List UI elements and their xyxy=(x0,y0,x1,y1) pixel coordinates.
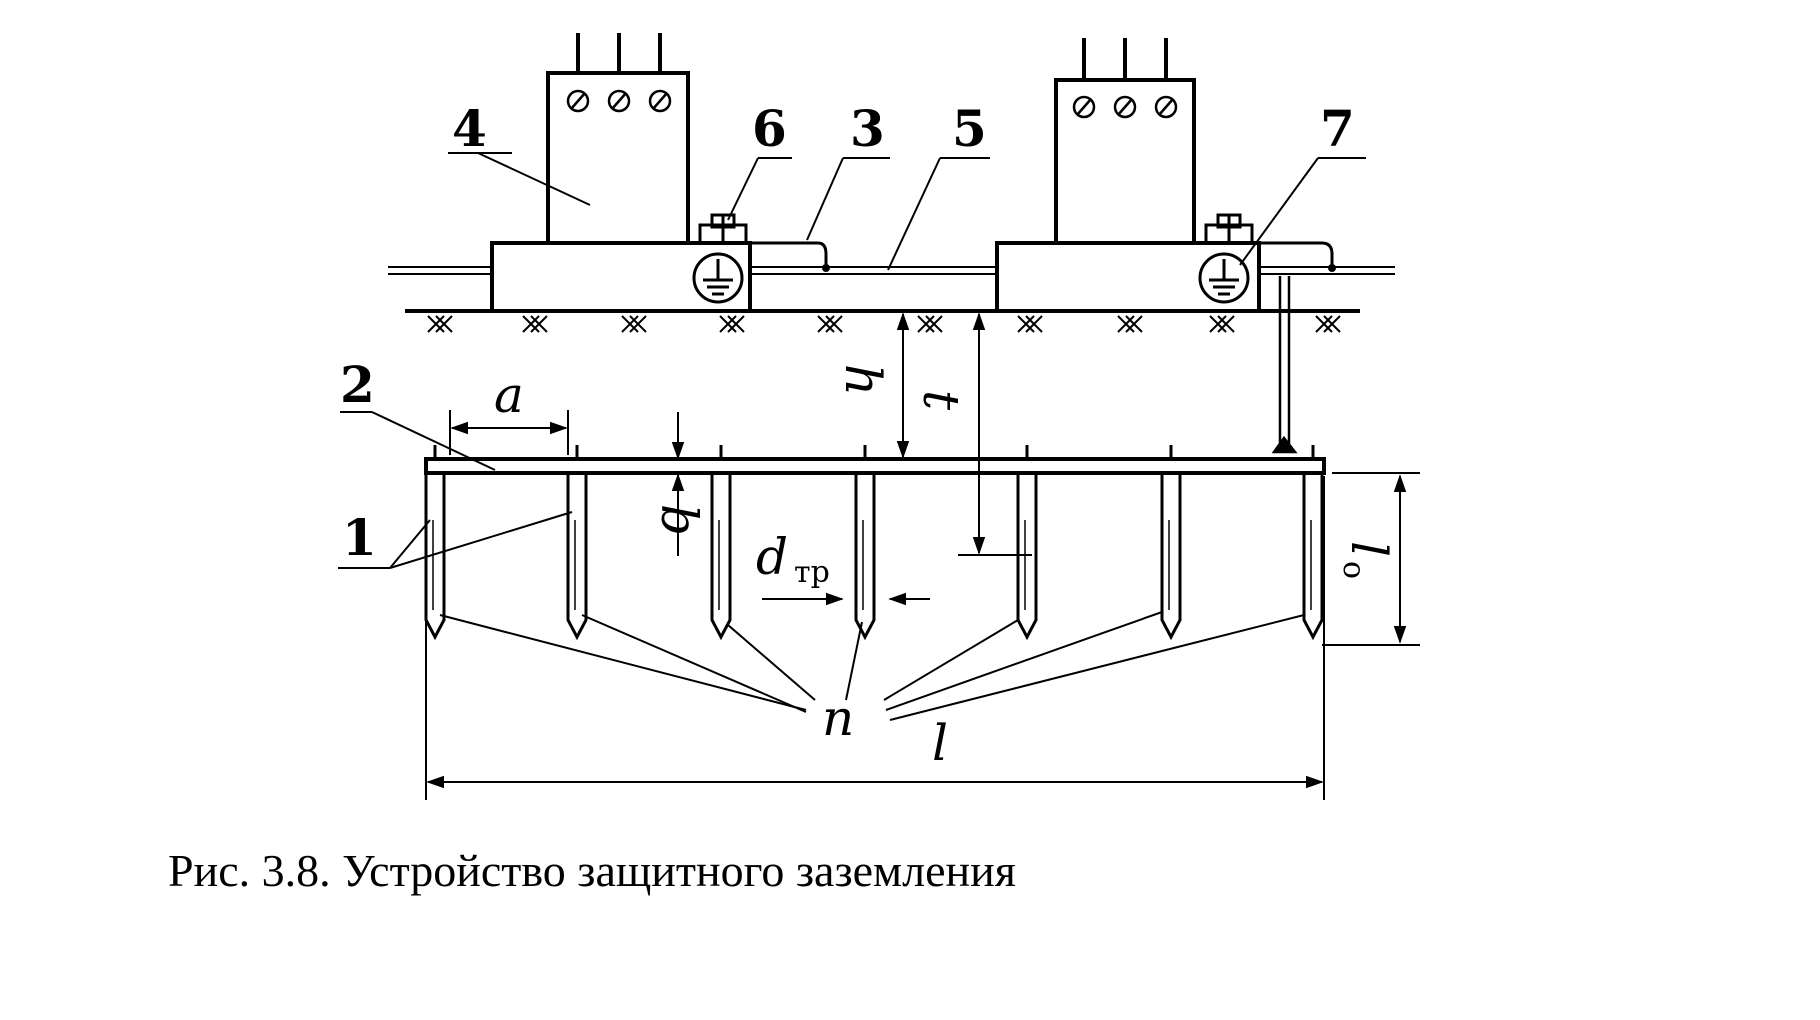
connecting-strip xyxy=(424,457,1326,475)
soil-hatch-icon xyxy=(427,315,1341,333)
electrode xyxy=(710,445,732,641)
callout-7: 7 xyxy=(1320,99,1355,158)
dim-label-d: d тр xyxy=(756,528,830,590)
equipment-unit-right xyxy=(995,38,1261,313)
dim-label-l0-sub: о xyxy=(1336,561,1371,579)
dim-label-l0: lо xyxy=(1336,541,1398,579)
terminal-icon xyxy=(566,89,672,113)
grounding-conductor-7 xyxy=(1252,241,1334,267)
electrode xyxy=(1160,445,1182,641)
callout-6: 6 xyxy=(752,99,787,158)
callout-2: 2 xyxy=(340,355,375,414)
dim-label-a: a xyxy=(494,366,524,424)
figure-caption: Рис. 3.8. Устройство защитного заземлени… xyxy=(168,845,1016,896)
dim-label-d-sub: тр xyxy=(794,555,830,590)
vertical-lead xyxy=(1271,276,1298,454)
dim-label-t: t xyxy=(912,390,970,411)
electrode xyxy=(1016,445,1038,641)
ground-symbol-icon xyxy=(1198,252,1250,304)
junction-dot xyxy=(822,264,830,272)
junction-dot xyxy=(1328,264,1336,272)
leader-lines xyxy=(338,152,1366,721)
dimension-lines xyxy=(425,312,1420,800)
equipment-unit-left xyxy=(490,33,752,313)
callout-4: 4 xyxy=(452,99,487,158)
dim-label-h: h xyxy=(834,364,892,396)
callout-3: 3 xyxy=(850,99,885,158)
callout-5: 5 xyxy=(952,99,987,158)
grounding-bolt-6 xyxy=(698,213,748,245)
dim-label-l: l xyxy=(932,714,948,772)
bus-lines xyxy=(388,266,1395,275)
dim-label-b: b xyxy=(650,504,708,536)
dim-label-l0-main: l xyxy=(1340,541,1398,557)
electrode xyxy=(424,445,446,641)
grounding-bolt-7 xyxy=(1204,213,1254,245)
grounding-conductor-3 xyxy=(746,241,828,267)
terminal-icon xyxy=(1072,95,1178,119)
callout-1: 1 xyxy=(342,508,377,567)
electrode xyxy=(854,445,876,641)
ground-symbol-icon xyxy=(692,252,744,304)
electrode xyxy=(566,445,588,641)
dim-label-n: n xyxy=(822,689,854,747)
electrode xyxy=(1302,445,1324,641)
dim-label-d-main: d xyxy=(756,528,788,586)
